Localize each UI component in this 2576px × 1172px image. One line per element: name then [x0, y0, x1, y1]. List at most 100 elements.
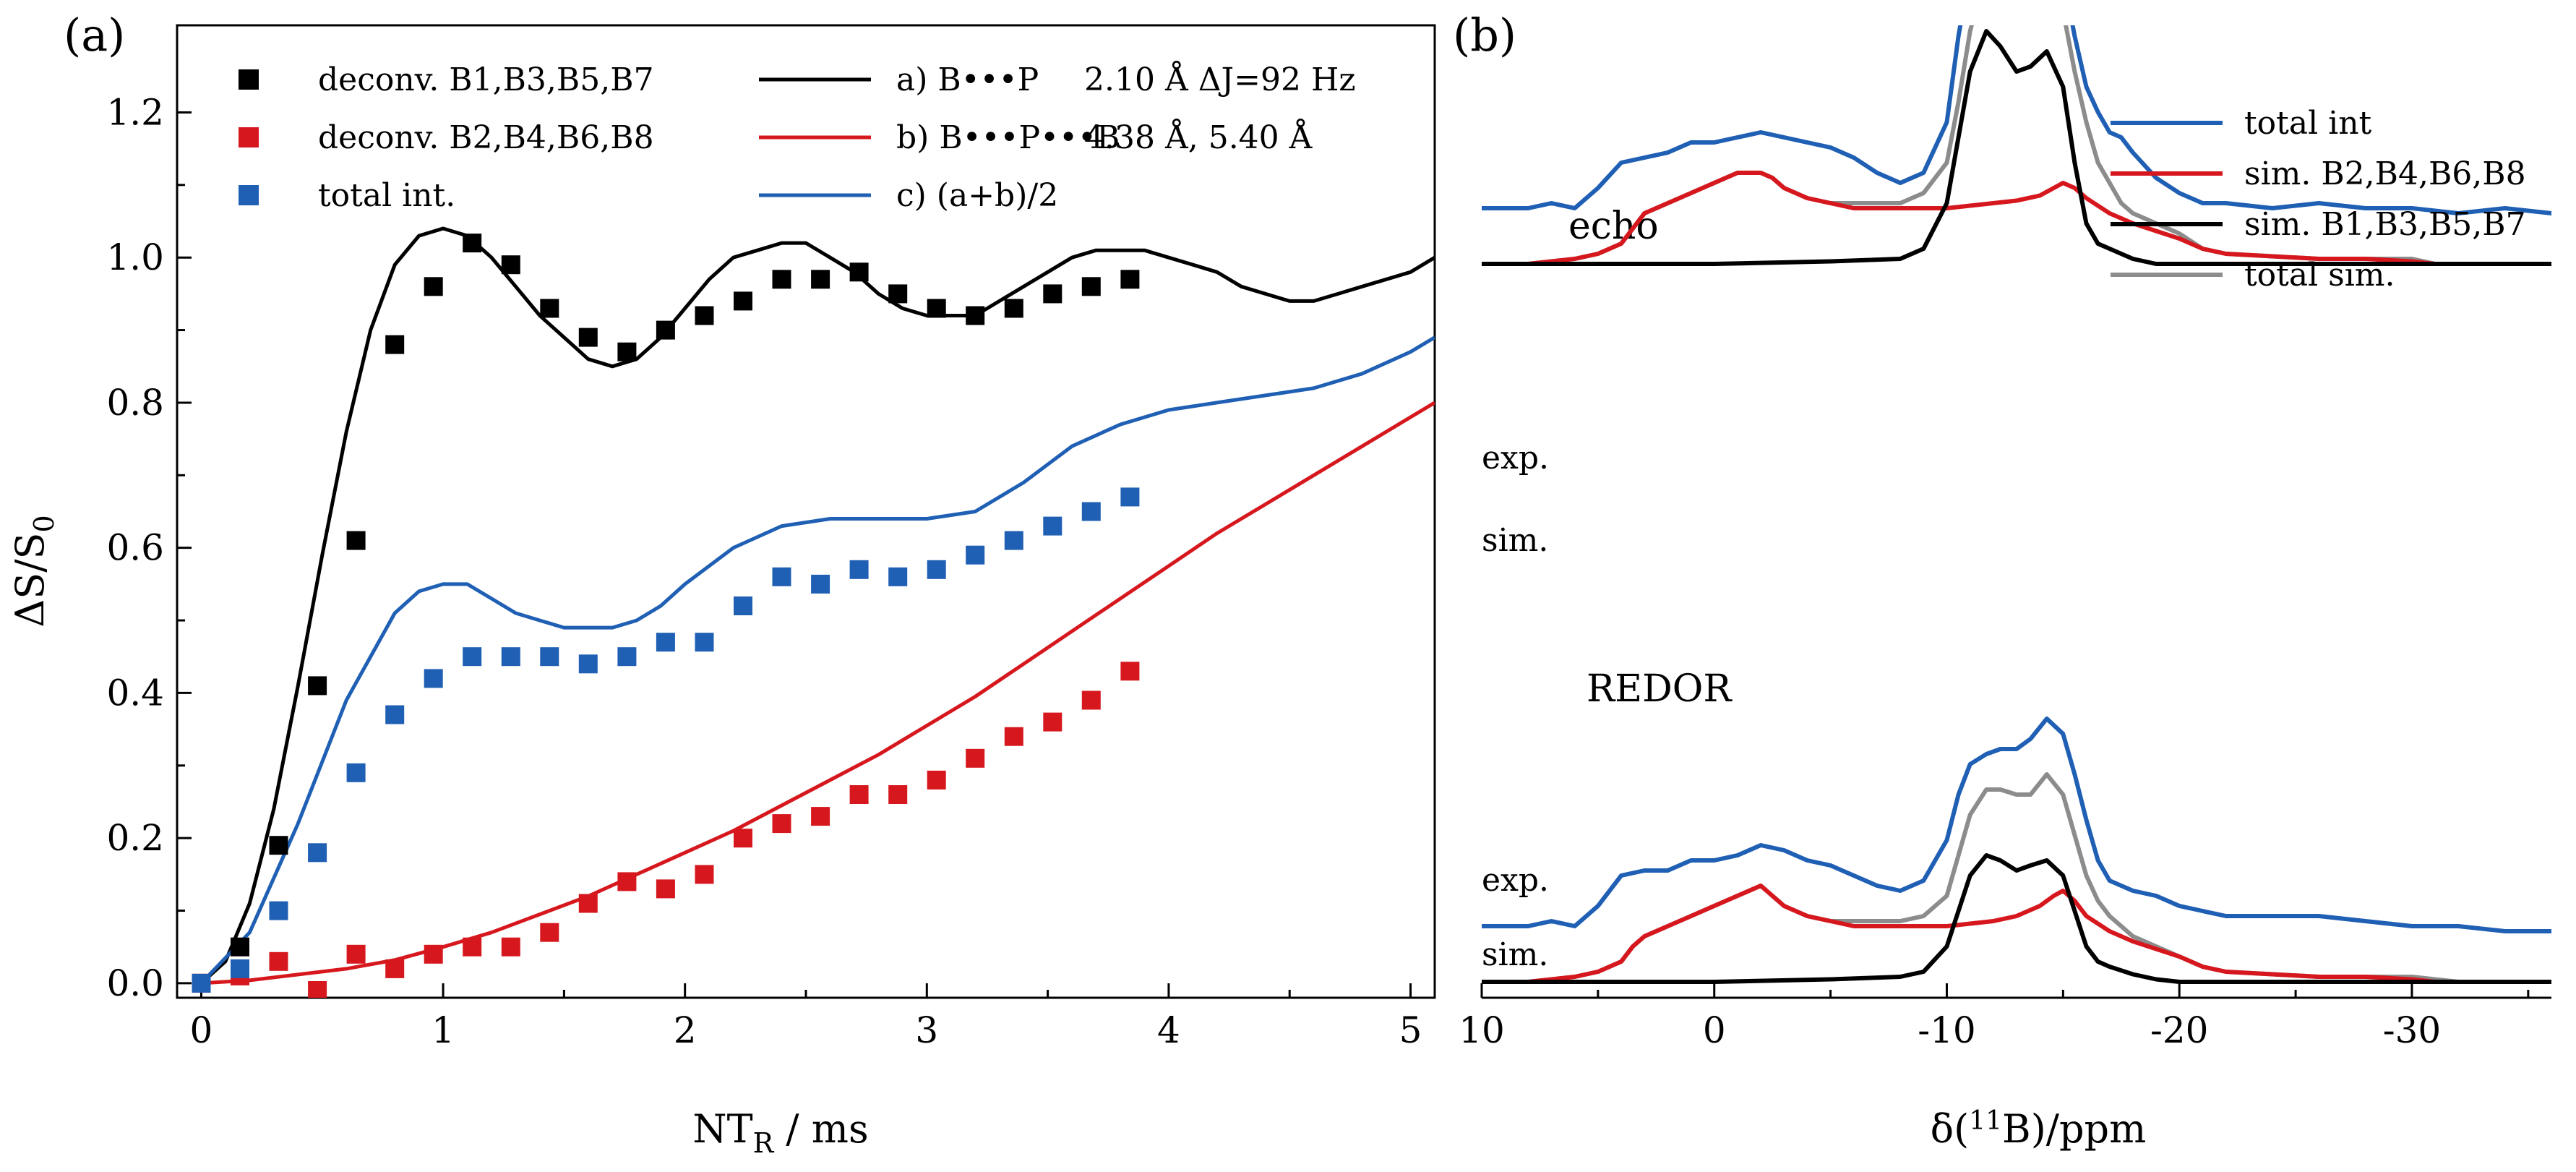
- legend-extra-b-b-p-b: 4.38 Å, 5.40 Å: [1084, 118, 1313, 156]
- legend-label-deconv-b1-b3-b5-b7: deconv. B1,B3,B5,B7: [318, 61, 654, 98]
- data-point-deconv-b2-b4-b6-b8: [656, 879, 675, 899]
- data-point-deconv-b2-b4-b6-b8: [772, 814, 791, 834]
- data-point-deconv-b2-b4-b6-b8: [424, 944, 443, 964]
- data-point-deconv-b2-b4-b6-b8: [1043, 712, 1062, 732]
- data-point-deconv-b2-b4-b6-b8: [346, 944, 366, 964]
- legend-marker-deconv-b1-b3-b5-b7: [239, 69, 259, 90]
- data-point-total-int: [231, 959, 249, 978]
- data-point-deconv-b1-b3-b5-b7: [656, 320, 675, 340]
- panel-a-x-axis-title: NTR / ms: [692, 1106, 868, 1159]
- data-point-total-int: [424, 669, 443, 688]
- data-point-deconv-b1-b3-b5-b7: [385, 335, 405, 354]
- spectrum-echo-total-int: [1482, 25, 2551, 215]
- data-point-deconv-b1-b3-b5-b7: [308, 676, 327, 696]
- spectrum-redor-sim-b2-b4-b6-b8: [1482, 884, 2551, 984]
- data-point-deconv-b1-b3-b5-b7: [966, 306, 985, 325]
- panel-a-plot-area: [192, 226, 1435, 998]
- data-point-total-int: [463, 647, 482, 667]
- panel-a-y-tick-label: 1.0: [106, 236, 164, 278]
- panel-b-plot-area: [1482, 25, 2551, 984]
- spectrum-redor-sim-b1-b3-b5-b7: [1482, 853, 2551, 984]
- panel-a-x-tick-label: 3: [915, 1009, 938, 1051]
- panel-a-x-tick-label: 4: [1157, 1009, 1180, 1051]
- legend-b-label-sim-b1-b3-b5-b7: sim. B1,B3,B5,B7: [2244, 206, 2526, 243]
- data-point-deconv-b1-b3-b5-b7: [617, 342, 637, 362]
- data-point-total-int: [1081, 502, 1101, 521]
- data-point-total-int: [656, 633, 675, 652]
- legend-b-label-sim-b2-b4-b6-b8: sim. B2,B4,B6,B8: [2244, 155, 2526, 192]
- data-point-total-int: [1120, 487, 1140, 507]
- panel-b-x-tick-label: -10: [1918, 1009, 1976, 1051]
- data-point-deconv-b2-b4-b6-b8: [463, 937, 482, 957]
- data-point-deconv-b1-b3-b5-b7: [849, 262, 869, 282]
- panel-a-x-tick-label: 5: [1399, 1009, 1422, 1051]
- data-point-total-int: [346, 763, 366, 782]
- legend-label-c-a-b-2: c) (a+b)/2: [896, 177, 1058, 214]
- legend-marker-deconv-b2-b4-b6-b8: [239, 127, 259, 147]
- legend-label-a-b-p: a) B•••P: [896, 61, 1039, 98]
- data-point-total-int: [269, 901, 288, 920]
- data-point-total-int: [734, 596, 752, 615]
- b-x-title-rest: B)/ppm: [2002, 1106, 2146, 1152]
- data-point-deconv-b2-b4-b6-b8: [811, 807, 830, 826]
- y-title-sub: 0: [28, 515, 60, 532]
- data-point-deconv-b2-b4-b6-b8: [734, 829, 752, 848]
- data-point-deconv-b1-b3-b5-b7: [231, 937, 249, 957]
- data-point-total-int: [772, 567, 791, 586]
- data-point-deconv-b1-b3-b5-b7: [463, 234, 482, 253]
- panel-b-x-tick-label: -30: [2383, 1009, 2442, 1051]
- panel-a: 0 1 2 3 4 5 0.0 0.2 0.4 0.6 0.8 1.0 1.2 deconv. B1,B3…: [106, 24, 1436, 1051]
- legend-label-b-b-p-b: b) B•••P•••B: [896, 119, 1120, 156]
- panel-a-y-tick-label: 0.2: [106, 817, 164, 859]
- data-point-deconv-b2-b4-b6-b8: [849, 785, 869, 804]
- data-point-deconv-b2-b4-b6-b8: [695, 865, 714, 884]
- data-point-deconv-b1-b3-b5-b7: [346, 531, 366, 550]
- data-point-deconv-b1-b3-b5-b7: [734, 291, 752, 311]
- spectrum-redor-total-int: [1482, 717, 2551, 933]
- panel-a-y-tick-label: 0.4: [106, 672, 164, 714]
- data-point-deconv-b2-b4-b6-b8: [927, 770, 946, 790]
- panel-a-x-tick-label: 2: [674, 1009, 697, 1051]
- panel-a-y-axis-title: ΔS/S0: [7, 515, 60, 627]
- data-point-deconv-b1-b3-b5-b7: [1004, 299, 1023, 318]
- data-point-deconv-b1-b3-b5-b7: [927, 299, 946, 318]
- data-point-deconv-b2-b4-b6-b8: [385, 959, 405, 978]
- echo-sim-label: sim.: [1482, 522, 1548, 559]
- x-title-main: NT: [692, 1106, 752, 1152]
- legend-label-deconv-b2-b4-b6-b8: deconv. B2,B4,B6,B8: [318, 119, 654, 156]
- panel-b-x-tick-label: 10: [1459, 1009, 1505, 1051]
- redor-sim-label: sim.: [1482, 936, 1548, 973]
- redor-exp-label: exp.: [1482, 862, 1549, 899]
- spectrum-echo-sim-b1-b3-b5-b7: [1482, 29, 2551, 266]
- data-point-deconv-b1-b3-b5-b7: [1081, 277, 1101, 296]
- data-point-deconv-b2-b4-b6-b8: [617, 872, 637, 891]
- data-point-deconv-b1-b3-b5-b7: [1043, 284, 1062, 304]
- data-point-deconv-b1-b3-b5-b7: [772, 270, 791, 289]
- data-point-deconv-b2-b4-b6-b8: [1004, 727, 1023, 746]
- panel-a-y-tick-label: 0.6: [106, 527, 164, 569]
- data-point-deconv-b1-b3-b5-b7: [540, 299, 559, 318]
- panel-b-label: (b): [1453, 9, 1516, 61]
- data-point-total-int: [695, 633, 714, 652]
- echo-exp-label: exp.: [1482, 440, 1549, 476]
- data-point-total-int: [501, 647, 520, 667]
- data-point-total-int: [927, 560, 946, 579]
- legend-b-label-total-int: total int: [2244, 105, 2372, 142]
- data-point-deconv-b1-b3-b5-b7: [695, 306, 714, 325]
- spectrum-echo-sim-b2-b4-b6-b8: [1482, 171, 2551, 266]
- panel-b-x-axis-title: δ(11B)/ppm: [1931, 1106, 2147, 1152]
- redor-label: REDOR: [1587, 667, 1733, 711]
- panel-a-y-tick-label: 1.2: [106, 91, 164, 133]
- x-title-sub: R: [753, 1127, 775, 1159]
- data-point-total-int: [1004, 531, 1023, 550]
- data-point-total-int: [811, 574, 830, 594]
- data-point-deconv-b1-b3-b5-b7: [1120, 270, 1140, 289]
- data-point-total-int: [849, 560, 869, 579]
- data-point-total-int: [192, 973, 211, 993]
- data-point-deconv-b2-b4-b6-b8: [888, 785, 908, 804]
- data-point-deconv-b2-b4-b6-b8: [501, 937, 520, 957]
- panel-b-x-tick-label: -20: [2150, 1009, 2209, 1051]
- data-point-deconv-b2-b4-b6-b8: [578, 894, 598, 913]
- data-point-total-int: [578, 654, 598, 674]
